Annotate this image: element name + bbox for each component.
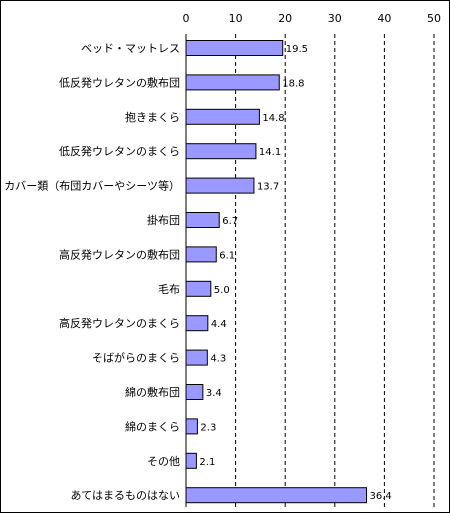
bar (185, 384, 204, 400)
category-label: そばがらのまくら (92, 351, 180, 365)
bar (185, 108, 260, 125)
category-label: カバー類（布団カバーやシーツ等） (4, 179, 180, 193)
bar-value-label: 2.3 (200, 422, 216, 433)
bar-value-label: 4.4 (211, 319, 227, 330)
x-tick-label: 30 (328, 12, 342, 25)
bars (185, 40, 368, 504)
x-tick-label: 40 (377, 12, 391, 25)
bar-value-label: 5.0 (214, 285, 230, 296)
category-label: 綿のまくら (125, 419, 180, 433)
bar-value-label: 36.4 (370, 491, 392, 502)
x-tick-label: 0 (183, 12, 190, 25)
bar (185, 349, 208, 366)
bar (185, 452, 197, 469)
category-label: 高反発ウレタンのまくら (59, 316, 180, 330)
bar (185, 212, 220, 228)
category-labels: ベッド・マットレス低反発ウレタンの敷布団抱きまくら低反発ウレタンのまくらカバー類… (4, 42, 180, 502)
bar-value-label: 14.1 (259, 147, 281, 158)
bar-value-label: 18.8 (282, 78, 304, 89)
category-label: あてはまるものはない (70, 489, 180, 502)
category-label: 毛布 (158, 283, 180, 296)
x-tick-label: 20 (278, 12, 292, 25)
bar (185, 418, 198, 435)
value-labels: 19.5 18.8 14.8 14.1 13.7 6.7 6.1 5.0 4.4 4.3 3.4 2.… (199, 44, 391, 502)
bar (185, 177, 255, 194)
bar-value-label: 3.4 (206, 388, 222, 399)
bar (185, 246, 217, 263)
category-label: ベッド・マットレス (81, 42, 180, 55)
bar-value-label: 6.1 (219, 250, 235, 261)
bar-value-label: 19.5 (286, 44, 308, 55)
category-label: 高反発ウレタンの敷布団 (59, 247, 180, 261)
category-label: 綿の敷布団 (125, 385, 180, 399)
category-label: 掛布団 (147, 213, 180, 227)
bar (185, 40, 284, 56)
category-label: 低反発ウレタンの敷布団 (59, 75, 180, 89)
x-axis-tick-labels: 0 10 20 30 40 50 (183, 12, 442, 25)
bar-value-label: 4.3 (210, 354, 226, 365)
bar (185, 487, 368, 504)
category-label: その他 (147, 455, 180, 468)
category-label: 低反発ウレタンのまくら (59, 144, 180, 158)
bar-value-label: 14.8 (262, 113, 284, 124)
bar (185, 143, 257, 160)
x-tick-label: 10 (229, 12, 243, 25)
bar-value-label: 2.1 (199, 457, 215, 468)
bar (185, 315, 209, 332)
bar-value-label: 13.7 (257, 182, 279, 193)
category-label: 抱きまくら (125, 110, 180, 124)
bar (185, 280, 212, 297)
bar (185, 74, 280, 91)
x-tick-label: 50 (427, 12, 441, 25)
bar-value-label: 6.7 (222, 216, 238, 227)
